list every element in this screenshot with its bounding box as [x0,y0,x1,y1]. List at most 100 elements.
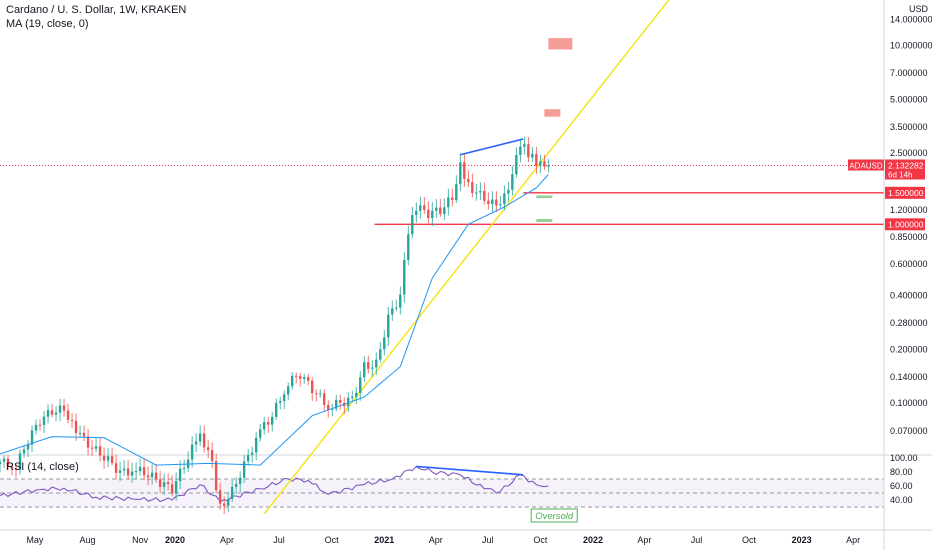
candle-body[interactable] [487,200,490,205]
candle-body[interactable] [94,446,98,449]
candle-body[interactable] [311,380,314,394]
candle-body[interactable] [170,484,174,494]
candle-body[interactable] [435,207,438,211]
candle-body[interactable] [447,197,450,208]
candle-body[interactable] [535,153,538,166]
candle-body[interactable] [154,472,158,480]
candle-body[interactable] [106,456,110,461]
candles[interactable] [0,136,550,514]
candle-body[interactable] [419,205,422,211]
candle-body[interactable] [335,400,338,409]
candle-body[interactable] [62,405,66,411]
candle-body[interactable] [359,377,362,393]
target-zone-2[interactable] [544,109,561,117]
candle-body[interactable] [543,161,546,167]
candle-body[interactable] [6,458,10,468]
oversold-label[interactable]: Oversold [535,511,574,522]
candle-body[interactable] [483,190,486,201]
candle-body[interactable] [515,155,518,175]
ma-legend[interactable]: MA (19, close, 0) [6,18,89,30]
moving-average-line[interactable] [0,174,549,466]
candle-body[interactable] [302,377,306,379]
candle-body[interactable] [443,207,446,215]
symbol-legend[interactable]: Cardano / U. S. Dollar, 1W, KRAKEN [6,4,187,16]
candle-body[interactable] [491,199,494,205]
candle-body[interactable] [242,461,246,478]
candle-body[interactable] [507,189,510,194]
candle-body[interactable] [323,393,326,405]
candle-body[interactable] [66,410,70,420]
candle-body[interactable] [503,193,506,205]
candle-body[interactable] [142,467,146,476]
candle-body[interactable] [86,436,90,448]
candle-body[interactable] [114,463,118,473]
candle-body[interactable] [395,307,398,309]
rsi-axis[interactable]: 100.00 80.00 60.00 40.00 [890,453,918,505]
candle-body[interactable] [10,467,14,469]
candle-body[interactable] [222,503,226,506]
candle-body[interactable] [126,468,130,476]
candle-body[interactable] [319,393,322,395]
candle-body[interactable] [439,207,442,215]
candle-body[interactable] [479,190,482,193]
candle-body[interactable] [355,392,358,397]
candle-body[interactable] [190,444,194,460]
candle-body[interactable] [118,470,122,473]
candle-body[interactable] [298,376,302,379]
candle-body[interactable] [367,362,370,369]
candle-body[interactable] [427,209,430,219]
candle-body[interactable] [511,174,514,190]
candle-body[interactable] [22,449,26,454]
candle-body[interactable] [383,337,386,350]
candle-body[interactable] [347,397,350,407]
candle-body[interactable] [411,215,414,235]
candle-body[interactable] [162,482,166,487]
candle-body[interactable] [122,468,126,471]
price-pane[interactable] [0,0,932,515]
candle-body[interactable] [266,422,270,425]
rsi-pane[interactable]: Oversold [0,465,932,531]
candle-body[interactable] [90,447,94,449]
candle-body[interactable] [467,178,470,183]
candle-body[interactable] [194,441,198,445]
price-divergence-line[interactable] [460,138,524,156]
time-axis[interactable]: May Aug Nov 2020 Apr Jul Oct 2021 Apr Jul Oct 2022 A… [26,535,860,545]
candle-body[interactable] [98,446,102,456]
candle-body[interactable] [286,386,290,395]
rsi-divergence-line[interactable] [416,465,524,476]
candle-body[interactable] [455,184,458,201]
candle-body[interactable] [74,420,78,433]
candle-body[interactable] [166,482,170,485]
candle-body[interactable] [306,377,310,381]
candle-body[interactable] [451,197,454,201]
candle-body[interactable] [290,375,294,387]
candle-body[interactable] [375,359,378,368]
ascending-trendline[interactable] [263,0,675,515]
candle-body[interactable] [210,450,214,462]
candle-body[interactable] [230,486,234,499]
candle-body[interactable] [254,437,258,453]
candle-body[interactable] [258,429,262,438]
oversold-label-box[interactable] [530,508,578,523]
candle-body[interactable] [415,210,418,216]
candle-body[interactable] [82,432,86,437]
candle-body[interactable] [42,416,46,426]
candle-body[interactable] [174,481,178,494]
target-zone-4[interactable] [536,219,553,223]
candle-body[interactable] [547,165,550,167]
candle-body[interactable] [495,199,498,206]
candle-body[interactable] [2,458,6,462]
candle-body[interactable] [278,401,282,403]
candle-body[interactable] [130,471,134,476]
candle-body[interactable] [262,422,266,430]
candle-body[interactable] [158,479,162,487]
candle-body[interactable] [26,444,30,450]
candle-body[interactable] [54,412,58,415]
candle-body[interactable] [78,432,82,434]
candle-body[interactable] [523,144,526,147]
candle-body[interactable] [471,182,474,194]
candle-body[interactable] [146,475,150,478]
candle-body[interactable] [431,210,434,219]
